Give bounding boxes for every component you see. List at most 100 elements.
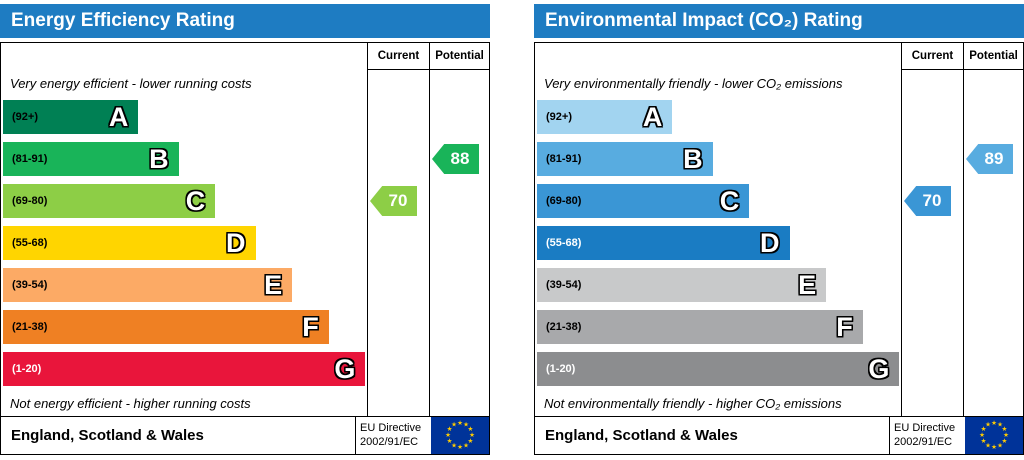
band-letter: F xyxy=(836,311,853,342)
band-bar-g: (1-20) G xyxy=(3,352,366,386)
top-caption: Very energy efficient - lower running co… xyxy=(10,75,252,91)
band-letter: A xyxy=(108,101,129,132)
svg-text:★: ★ xyxy=(445,432,451,439)
svg-text:★: ★ xyxy=(985,442,991,449)
current-column-header: Current xyxy=(368,43,429,70)
potential-column-header: Potential xyxy=(430,43,489,70)
rating-table: Very environmentally friendly - lower CO… xyxy=(535,43,1023,416)
eu-directive-line1: EU Directive xyxy=(894,421,956,434)
rating-table: Very energy efficient - lower running co… xyxy=(1,43,489,416)
current-pointer-area: 70 xyxy=(368,70,429,416)
svg-text:★: ★ xyxy=(451,442,457,449)
band-bar-g: (1-20) G xyxy=(537,352,900,386)
empty-header-cell xyxy=(535,43,901,70)
bands: (92+) A (81-91) B (69-80) C (55-68) D (39-54) E (2… xyxy=(535,96,901,390)
svg-text:★: ★ xyxy=(981,438,987,445)
bottom-caption: Not energy efficient - higher running co… xyxy=(10,395,251,411)
band-bar-e: (39-54) E xyxy=(3,268,293,302)
svg-text:★: ★ xyxy=(991,444,997,451)
svg-text:★: ★ xyxy=(991,420,997,427)
band-letter: E xyxy=(798,269,817,300)
band-row-e: (39-54) E xyxy=(1,264,367,306)
band-row-a: (92+) A xyxy=(535,96,901,138)
svg-text:★: ★ xyxy=(981,426,987,433)
potential-pointer-area: 89 xyxy=(964,70,1023,416)
chart-footer: England, Scotland & Wales EU Directive 2… xyxy=(535,416,1023,454)
band-range: (81-91) xyxy=(546,153,582,165)
empty-header-cell xyxy=(1,43,367,70)
potential-rating-pointer: 89 xyxy=(966,144,1013,174)
svg-text:★: ★ xyxy=(447,426,453,433)
band-range: (55-68) xyxy=(12,237,48,249)
svg-text:★: ★ xyxy=(997,422,1003,429)
band-letter: D xyxy=(226,227,246,258)
energy-efficiency-title-bar: Energy Efficiency Rating xyxy=(0,4,490,38)
band-letter: B xyxy=(683,143,703,174)
band-row-f: (21-38) F xyxy=(535,306,901,348)
svg-text:★: ★ xyxy=(451,422,457,429)
svg-text:★: ★ xyxy=(469,432,475,439)
band-range: (69-80) xyxy=(12,195,48,207)
current-column: Current 70 xyxy=(901,43,963,416)
band-range: (39-54) xyxy=(546,279,582,291)
current-column-header: Current xyxy=(902,43,963,70)
band-row-c: (69-80) C xyxy=(535,180,901,222)
svg-text:★: ★ xyxy=(463,422,469,429)
environmental-impact-title-bar: Environmental Impact (CO₂) Rating xyxy=(534,4,1024,38)
svg-text:★: ★ xyxy=(985,422,991,429)
band-letter: C xyxy=(185,185,206,216)
band-bar-c: (69-80) C xyxy=(3,184,216,218)
band-row-a: (92+) A xyxy=(1,96,367,138)
band-range: (21-38) xyxy=(546,321,582,333)
svg-text:★: ★ xyxy=(1003,432,1009,439)
current-rating-pointer: 70 xyxy=(370,186,417,216)
potential-rating-pointer: 88 xyxy=(432,144,479,174)
current-pointer-area: 70 xyxy=(902,70,963,416)
band-range: (92+) xyxy=(12,111,38,123)
chart-title: Energy Efficiency Rating xyxy=(11,10,235,31)
band-row-d: (55-68) D xyxy=(1,222,367,264)
band-letter: F xyxy=(302,311,319,342)
environmental-impact-table: Very environmentally friendly - lower CO… xyxy=(534,42,1024,455)
bands-column: Very environmentally friendly - lower CO… xyxy=(535,43,901,416)
svg-text:★: ★ xyxy=(467,438,473,445)
band-range: (21-38) xyxy=(12,321,48,333)
band-range: (92+) xyxy=(546,111,572,123)
band-range: (55-68) xyxy=(546,237,582,249)
region-label: England, Scotland & Wales xyxy=(545,427,738,444)
eu-flag-icon: ★ ★ ★ ★ ★ ★ ★ ★ ★ ★ ★ ★ xyxy=(965,417,1023,454)
eu-directive-label: EU Directive 2002/91/EC xyxy=(889,417,965,454)
band-bar-c: (69-80) C xyxy=(537,184,750,218)
band-row-f: (21-38) F xyxy=(1,306,367,348)
energy-efficiency-table: Very energy efficient - lower running co… xyxy=(0,42,490,455)
eu-flag-icon: ★ ★ ★ ★ ★ ★ ★ ★ ★ ★ ★ ★ xyxy=(431,417,489,454)
potential-column-header: Potential xyxy=(964,43,1023,70)
band-letter: A xyxy=(642,101,663,132)
band-bar-a: (92+) A xyxy=(537,100,673,134)
band-bar-f: (21-38) F xyxy=(537,310,863,344)
band-row-b: (81-91) B xyxy=(1,138,367,180)
svg-text:★: ★ xyxy=(1001,438,1007,445)
svg-text:★: ★ xyxy=(467,426,473,433)
band-letter: G xyxy=(868,353,890,384)
band-range: (69-80) xyxy=(546,195,582,207)
band-bar-f: (21-38) F xyxy=(3,310,329,344)
band-row-c: (69-80) C xyxy=(1,180,367,222)
eu-directive-line2: 2002/91/EC xyxy=(360,435,419,448)
band-row-b: (81-91) B xyxy=(535,138,901,180)
bands: (92+) A (81-91) B (69-80) C (55-68) D (39-54) E (2… xyxy=(1,96,367,390)
band-letter: C xyxy=(719,185,740,216)
eu-directive-line2: 2002/91/EC xyxy=(894,435,953,448)
svg-text:★: ★ xyxy=(997,442,1003,449)
band-range: (39-54) xyxy=(12,279,48,291)
energy-efficiency-chart: Energy Efficiency Rating Very energy eff… xyxy=(0,4,490,460)
region-label: England, Scotland & Wales xyxy=(11,427,204,444)
band-row-g: (1-20) G xyxy=(535,348,901,390)
band-range: (1-20) xyxy=(12,363,42,375)
environmental-impact-chart: Environmental Impact (CO₂) Rating Very e… xyxy=(534,4,1024,460)
band-row-d: (55-68) D xyxy=(535,222,901,264)
chart-title: Environmental Impact (CO₂) Rating xyxy=(545,10,863,31)
band-range: (1-20) xyxy=(546,363,576,375)
band-range: (81-91) xyxy=(12,153,48,165)
band-bar-e: (39-54) E xyxy=(537,268,827,302)
